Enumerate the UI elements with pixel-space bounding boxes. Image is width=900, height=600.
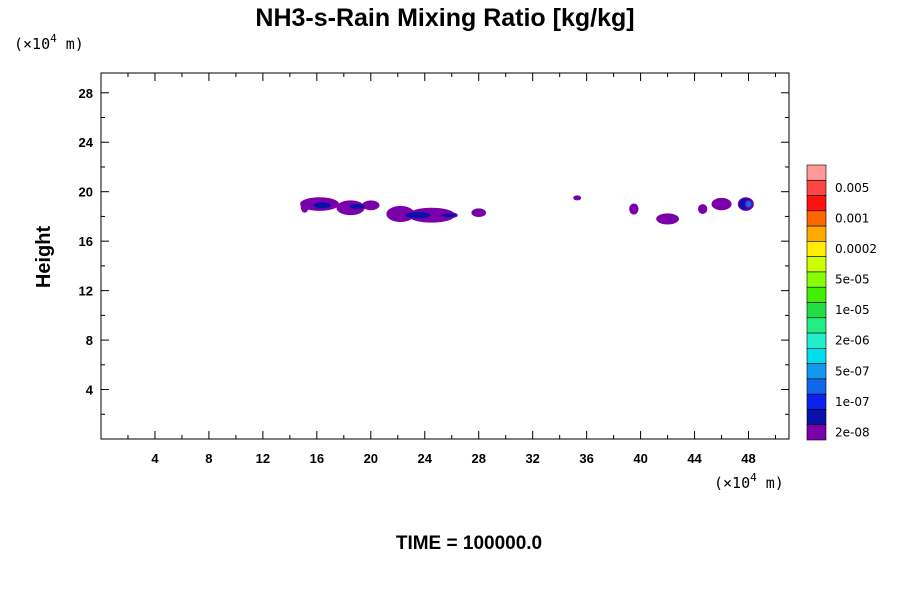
colorbar-label: 1e-05	[835, 303, 870, 317]
x-tick-label: 28	[471, 451, 485, 466]
data-cell	[312, 200, 333, 210]
colorbar-swatch	[806, 241, 827, 257]
x-tick-label: 24	[418, 451, 433, 466]
colorbar-swatch	[806, 164, 827, 181]
x-tick-label: 32	[525, 451, 539, 466]
data-cell	[573, 195, 582, 201]
colorbar-swatch	[806, 409, 827, 426]
x-axis: 4 8 12 16 20 24 28 32 36 40 44 48	[127, 73, 777, 466]
data-cell	[629, 203, 639, 215]
x-tick-label: 8	[205, 451, 212, 466]
data-cell	[656, 213, 679, 225]
y-axis: 4 8 12 16 20 24 28	[79, 86, 789, 415]
x-tick-label: 20	[364, 451, 378, 466]
time-label: TIME = 100000.0	[396, 533, 542, 554]
y-tick-label: 20	[79, 185, 93, 200]
colorbar-swatch	[806, 302, 827, 319]
x-tick-label: 36	[579, 451, 593, 466]
x-tick-label: 40	[633, 451, 647, 466]
data-cell	[403, 210, 433, 220]
colorbar-label: 0.005	[835, 181, 869, 195]
colorbar-label: 5e-05	[835, 273, 870, 287]
data-cell	[711, 197, 732, 211]
colorbar-swatch	[806, 378, 827, 395]
colorbar-label: 0.001	[835, 211, 869, 225]
colorbar-swatch	[806, 195, 827, 212]
x-tick-label: 48	[741, 451, 755, 466]
data-cell	[471, 208, 487, 218]
colorbar-label: 2e-08	[835, 425, 870, 439]
colorbar-swatch	[806, 317, 827, 334]
data-cell	[348, 202, 367, 211]
data-cell	[698, 204, 708, 214]
colorbar-swatch	[806, 286, 827, 303]
colorbar-swatch	[806, 256, 827, 273]
x-tick-label: 16	[310, 451, 324, 466]
colorbar: 0.005 0.001 0.0002 5e-05 1e-05 2e-06 5e-07 1e-0…	[806, 164, 877, 441]
colorbar-swatch	[806, 424, 827, 441]
colorbar-label: 1e-07	[835, 395, 870, 409]
y-tick-label: 28	[79, 86, 93, 101]
data-cell	[744, 199, 753, 209]
plot-frame	[100, 72, 790, 440]
y-tick-label: 24	[79, 135, 94, 150]
x-tick-label: 12	[256, 451, 270, 466]
colorbar-swatch	[806, 332, 827, 349]
y-axis-unit: (×104 m)	[14, 32, 84, 53]
y-tick-label: 16	[79, 234, 93, 249]
colorbar-label: 2e-06	[835, 334, 870, 348]
colorbar-swatch	[806, 210, 827, 227]
colorbar-swatch	[806, 348, 827, 364]
chart-title: NH3-s-Rain Mixing Ratio [kg/kg]	[255, 4, 634, 32]
colorbar-swatch	[806, 225, 827, 242]
colorbar-label: 5e-07	[835, 364, 870, 378]
colorbar-swatch	[806, 363, 827, 380]
y-axis-label: Height	[33, 226, 55, 289]
colorbar-label: 0.0002	[835, 242, 877, 256]
data-layer	[300, 195, 754, 225]
colorbar-swatch	[806, 393, 827, 410]
data-cell	[440, 212, 458, 219]
colorbar-swatch	[806, 271, 827, 288]
x-tick-label: 4	[151, 451, 159, 466]
y-tick-label: 12	[79, 284, 93, 299]
y-tick-label: 4	[86, 383, 94, 398]
x-axis-unit: (×104 m)	[714, 471, 784, 492]
y-tick-label: 8	[86, 333, 93, 348]
colorbar-swatch	[806, 179, 827, 196]
x-tick-label: 44	[687, 451, 702, 466]
